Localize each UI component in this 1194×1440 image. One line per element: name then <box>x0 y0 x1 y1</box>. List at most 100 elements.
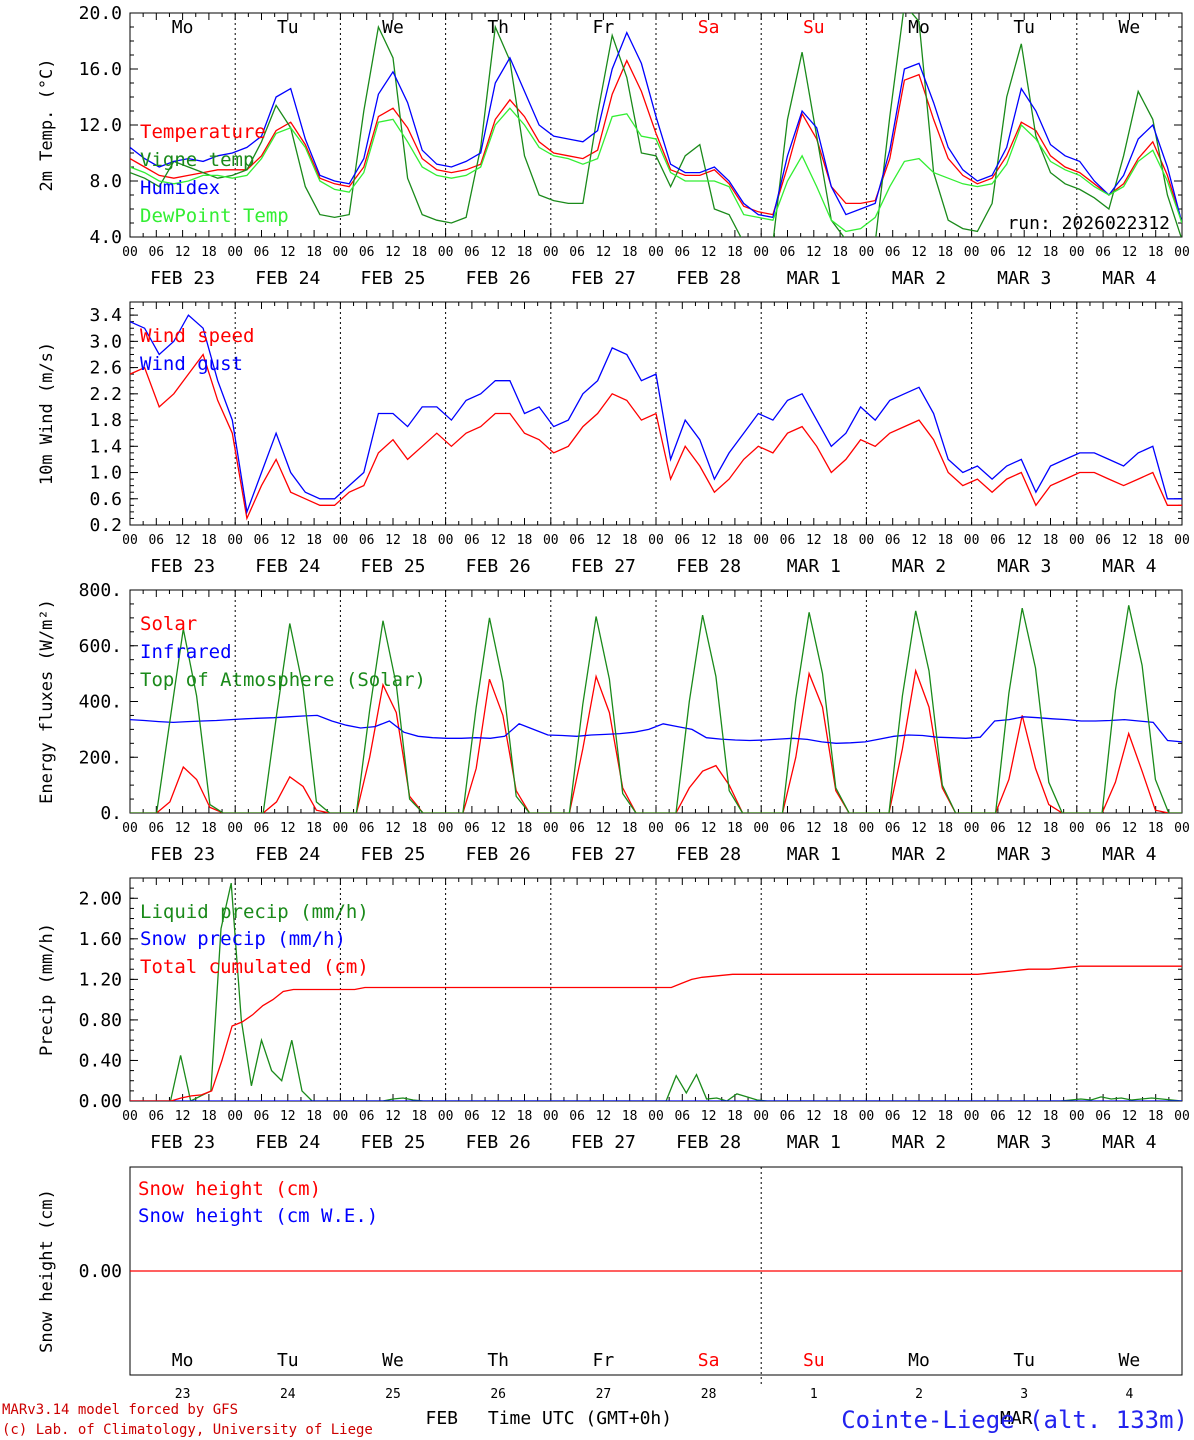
date-label: MAR 1 <box>787 1132 841 1153</box>
hour-tick-label: 00 <box>438 821 454 836</box>
hour-tick-label: 12 <box>596 533 612 548</box>
y-tick-label: 600. <box>79 636 122 657</box>
hour-tick-label: 18 <box>517 245 533 260</box>
hour-tick-label: 00 <box>227 821 243 836</box>
date-label: FEB 27 <box>571 556 636 577</box>
hour-tick-label: 18 <box>832 245 848 260</box>
legend-entry: DewPoint Temp <box>140 205 289 227</box>
hour-tick-label: 06 <box>990 533 1006 548</box>
y-axis-label-snow: Snow height (cm) <box>37 1189 57 1353</box>
footer-month-right: MAR <box>1000 1408 1033 1429</box>
day-number-label: 28 <box>701 1387 717 1402</box>
y-tick-label: 12.0 <box>79 115 122 136</box>
date-label: FEB 26 <box>466 268 531 289</box>
date-label: FEB 25 <box>360 268 425 289</box>
y-tick-label: 3.0 <box>89 331 122 352</box>
hour-tick-label: 12 <box>701 821 717 836</box>
hour-tick-label: 12 <box>701 533 717 548</box>
panels-group: 4.08.012.016.020.02m Temp. (°C)00 06 12 18F… <box>37 3 1190 1402</box>
legend-entry: Snow height (cm W.E.) <box>138 1205 378 1227</box>
hour-tick-label: 12 <box>385 533 401 548</box>
hour-tick-label: 06 <box>885 245 901 260</box>
day-number-label: 25 <box>385 1387 401 1402</box>
hour-tick-label: 06 <box>674 533 690 548</box>
hour-tick-label: 12 <box>1122 1109 1138 1124</box>
date-label: FEB 23 <box>150 1132 215 1153</box>
hour-tick-label: 18 <box>622 245 638 260</box>
panel-temp: 4.0 8.0 12.0 16.0 20.0 2m Temp. (°C) 00 06 12 18 F… <box>37 3 1190 289</box>
hour-tick-label: 06 <box>885 533 901 548</box>
hour-tick-label: 18 <box>1148 245 1164 260</box>
hour-tick-label: 12 <box>1016 821 1032 836</box>
day-of-week-label: Mo <box>172 17 194 38</box>
date-label: MAR 2 <box>892 556 946 577</box>
hour-tick-label: 06 <box>464 245 480 260</box>
hour-tick-label: 12 <box>596 821 612 836</box>
footer-month-left: FEB <box>425 1408 458 1429</box>
day-number-label: 2 <box>915 1387 923 1402</box>
date-label: FEB 24 <box>255 1132 320 1153</box>
hour-tick-label: 12 <box>596 1109 612 1124</box>
station-label: Cointe-Liege (alt. 133m) <box>841 1406 1188 1434</box>
panel-wind: 0.2 0.6 1.0 1.4 1.8 2.2 2.6 3.0 3.4 10m Wind (m/s… <box>37 301 1190 577</box>
y-axis-label-wind: 10m Wind (m/s) <box>37 342 57 485</box>
day-number-label: 23 <box>175 1387 191 1402</box>
hour-tick-label: 18 <box>622 821 638 836</box>
day-of-week-label: Th <box>487 17 509 38</box>
hour-tick-label: 18 <box>832 533 848 548</box>
hour-tick-label: 06 <box>148 1109 164 1124</box>
hour-tick-label: 18 <box>411 533 427 548</box>
hour-tick-label: 12 <box>490 1109 506 1124</box>
day-of-week-label: We <box>382 1350 404 1371</box>
hour-tick-label: 12 <box>1016 533 1032 548</box>
panel-snow: 0.00 Snow height (cm) Mo Tu We Th Fr Sa Su Mo Tu We… <box>37 1166 1183 1402</box>
hour-tick-label: 18 <box>727 245 743 260</box>
day-number-label: 3 <box>1020 1387 1028 1402</box>
hour-tick-label: 06 <box>674 245 690 260</box>
day-of-week-label: Tu <box>1013 17 1035 38</box>
y-tick-label: 0.80 <box>79 1010 122 1031</box>
footer-credit-model: MARv3.14 model forced by GFS <box>2 1402 238 1418</box>
hour-tick-label: 18 <box>727 1109 743 1124</box>
hour-tick-label: 06 <box>780 533 796 548</box>
hour-tick-label: 00 <box>333 821 349 836</box>
day-of-week-label: Fr <box>593 17 615 38</box>
hour-tick-label: 12 <box>490 245 506 260</box>
hour-tick-label: 18 <box>1043 1109 1059 1124</box>
series-line-total-cumulated-cm- <box>130 965 1182 1101</box>
day-number-label: 24 <box>280 1387 296 1402</box>
day-of-week-label: Tu <box>1013 1350 1035 1371</box>
panel-energy: 0. 200. 400. 600. 800. Energy fluxes (W/m²) 00… <box>37 580 1190 865</box>
date-label: MAR 2 <box>892 268 946 289</box>
hour-tick-label: 18 <box>201 1109 217 1124</box>
hour-tick-label: 06 <box>254 1109 270 1124</box>
footer-group: MARv3.14 model forced by GFS (c) Lab. of… <box>2 1402 1188 1438</box>
hour-tick-label: 18 <box>1043 821 1059 836</box>
series-line-liquid-precip-mm-h- <box>130 882 1182 1101</box>
hour-tick-label: 06 <box>359 1109 375 1124</box>
hour-tick-label: 06 <box>464 533 480 548</box>
hour-tick-label: 18 <box>1148 1109 1164 1124</box>
date-label: FEB 23 <box>150 268 215 289</box>
hour-tick-label: 00 <box>859 533 875 548</box>
day-of-week-label: We <box>1119 17 1141 38</box>
hour-tick-label: 06 <box>990 1109 1006 1124</box>
hour-tick-label: 00 <box>964 533 980 548</box>
hour-tick-label: 06 <box>780 1109 796 1124</box>
hour-tick-label: 00 <box>543 245 559 260</box>
hour-tick-label: 06 <box>464 821 480 836</box>
hour-tick-label: 00 <box>964 245 980 260</box>
hour-tick-label: 00 <box>438 1109 454 1124</box>
hour-tick-label: 12 <box>1122 821 1138 836</box>
day-of-week-label: Mo <box>172 1350 194 1371</box>
date-label: MAR 4 <box>1102 268 1156 289</box>
date-label: FEB 25 <box>360 844 425 865</box>
hour-tick-label: 12 <box>280 1109 296 1124</box>
series-line-dewpoint-temp <box>130 107 1182 233</box>
hour-tick-label: 18 <box>832 821 848 836</box>
day-number-label: 1 <box>810 1387 818 1402</box>
hour-tick-label: 12 <box>385 821 401 836</box>
date-label: MAR 2 <box>892 844 946 865</box>
hour-tick-label: 12 <box>911 1109 927 1124</box>
hour-tick-label: 06 <box>148 245 164 260</box>
